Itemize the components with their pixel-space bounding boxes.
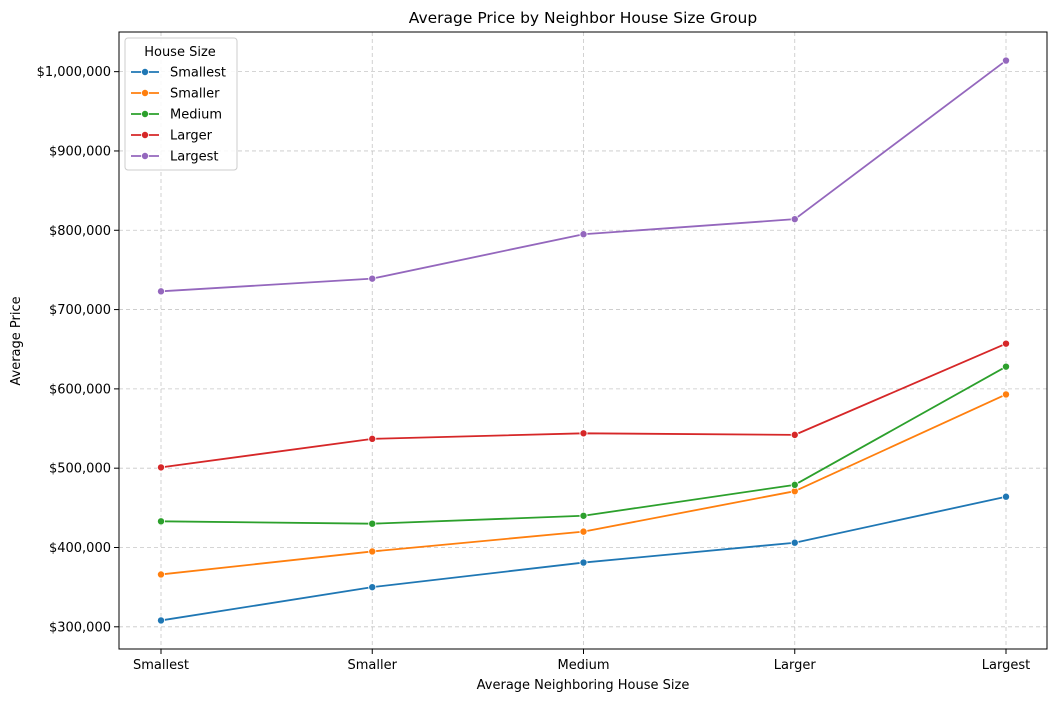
y-axis-ticks: $300,000 $400,000 $500,000 $600,000 $700,000… <box>37 65 119 635</box>
y-tick-label: $1,000,000 <box>37 65 111 80</box>
x-axis-ticks: Smallest Smaller Medium Larger Largest <box>133 649 1030 673</box>
legend-swatch-marker <box>140 130 149 139</box>
data-point <box>368 583 377 592</box>
data-point <box>156 517 165 526</box>
x-tick-label: Largest <box>982 658 1030 673</box>
legend-swatch-marker <box>140 68 149 77</box>
data-point <box>790 215 799 224</box>
y-tick-label: $300,000 <box>49 620 111 635</box>
legend-item: Smallest <box>131 66 226 81</box>
series-lines <box>156 56 1011 625</box>
series-smaller <box>156 390 1011 579</box>
data-point <box>579 511 588 520</box>
y-tick-label: $500,000 <box>49 462 111 477</box>
legend-label: Smallest <box>170 66 226 81</box>
legend-item: Medium <box>131 108 222 123</box>
plot-frame <box>118 31 1048 650</box>
data-point <box>579 527 588 536</box>
data-point <box>790 538 799 547</box>
data-point <box>579 429 588 438</box>
y-tick-label: $400,000 <box>49 541 111 556</box>
data-point <box>368 274 377 283</box>
x-tick-label: Larger <box>774 658 817 673</box>
data-point <box>1002 56 1011 65</box>
data-point <box>790 480 799 489</box>
legend-label: Medium <box>170 108 222 123</box>
legend-title: House Size <box>144 45 216 60</box>
legend-label: Largest <box>170 150 218 165</box>
legend-swatch-marker <box>140 89 149 98</box>
data-point <box>579 230 588 239</box>
grid <box>119 32 1047 649</box>
legend-item: Largest <box>131 150 218 165</box>
data-point <box>156 616 165 625</box>
legend-label: Smaller <box>170 87 220 102</box>
y-tick-label: $600,000 <box>49 382 111 397</box>
data-point <box>790 430 799 439</box>
data-point <box>1002 362 1011 371</box>
y-tick-label: $800,000 <box>49 224 111 239</box>
data-point <box>156 463 165 472</box>
y-axis-label: Average Price <box>9 296 24 385</box>
legend-swatch-marker <box>140 110 149 119</box>
y-tick-label: $700,000 <box>49 303 111 318</box>
series-largest <box>156 56 1011 296</box>
x-tick-label: Smaller <box>348 658 398 673</box>
legend-item: Smaller <box>131 87 220 102</box>
series-larger <box>156 339 1011 472</box>
series-smallest <box>156 492 1011 625</box>
data-point <box>579 558 588 567</box>
data-point <box>368 434 377 443</box>
data-point <box>1002 339 1011 348</box>
data-point <box>156 570 165 579</box>
y-tick-label: $900,000 <box>49 144 111 159</box>
legend-swatch-marker <box>140 151 149 160</box>
legend-item: Larger <box>131 129 213 144</box>
legend: House Size Smallest Smaller Medium Larger La… <box>124 37 238 171</box>
data-point <box>368 519 377 528</box>
data-point <box>1002 390 1011 399</box>
x-axis-label: Average Neighboring House Size <box>477 678 690 693</box>
data-point <box>368 547 377 556</box>
series-medium <box>156 362 1011 528</box>
data-point <box>1002 492 1011 501</box>
x-tick-label: Smallest <box>133 658 189 673</box>
legend-label: Larger <box>170 129 213 144</box>
x-tick-label: Medium <box>558 658 610 673</box>
data-point <box>156 287 165 296</box>
chart-title: Average Price by Neighbor House Size Gro… <box>409 9 757 27</box>
legend-box <box>124 37 238 171</box>
